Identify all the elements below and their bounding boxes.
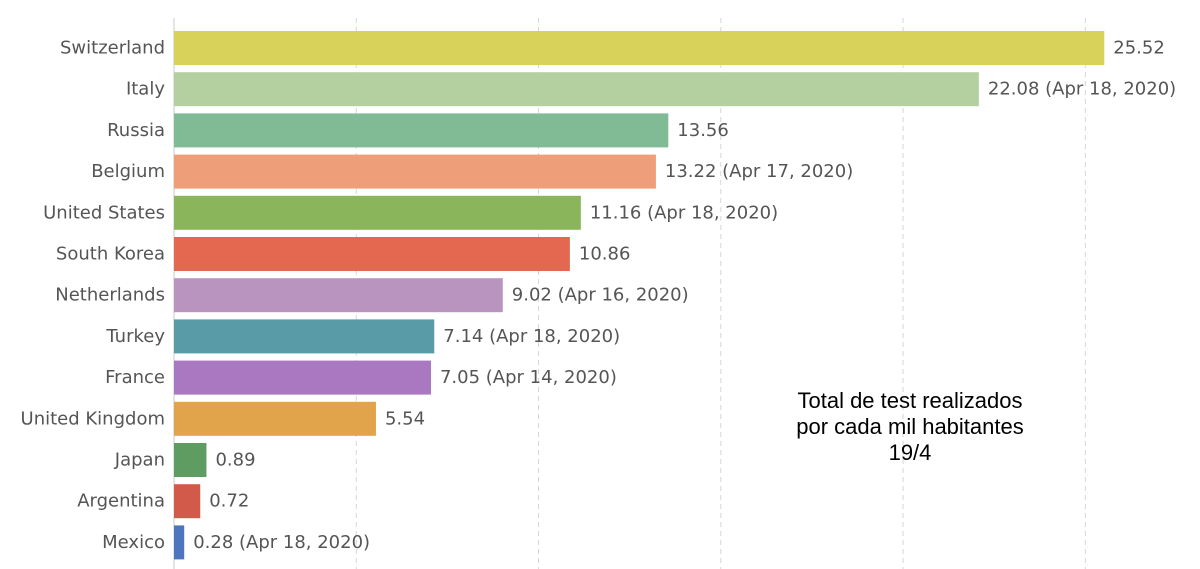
value-label: 0.89 (215, 450, 255, 471)
value-label: 7.05 (Apr 14, 2020) (440, 367, 617, 388)
bar-united-states (174, 195, 581, 230)
bar-argentina (174, 484, 201, 519)
bar-south-korea (174, 237, 570, 271)
category-label: South Korea (56, 244, 165, 265)
value-label: 13.22 (Apr 17, 2020) (665, 161, 853, 182)
bars (174, 31, 1105, 560)
bar-turkey (174, 319, 435, 354)
value-label: 13.56 (677, 120, 729, 141)
bar-russia (174, 113, 669, 148)
category-label: Belgium (91, 161, 165, 182)
labels: Switzerland 25.52 Italy 22.08 (Apr 18, 2020… (21, 38, 1177, 553)
value-label: 25.52 (1113, 38, 1165, 59)
category-label: Argentina (77, 491, 165, 512)
bar-netherlands (174, 278, 503, 313)
category-label: United States (43, 202, 165, 223)
category-label: Turkey (105, 326, 165, 347)
category-label: France (105, 367, 165, 388)
bar-japan (174, 443, 207, 477)
category-label: United Kingdom (21, 408, 165, 429)
chart-annotation: Total de test realizados por cada mil ha… (740, 388, 1080, 466)
category-label: Netherlands (55, 285, 165, 306)
value-label: 5.54 (385, 408, 425, 429)
gridlines (173, 18, 1086, 569)
category-label: Russia (107, 120, 165, 141)
category-label: Mexico (102, 532, 165, 553)
bar-belgium (174, 154, 656, 189)
category-label: Italy (126, 79, 165, 100)
bar-mexico (174, 525, 185, 560)
value-label: 0.72 (209, 491, 249, 512)
value-label: 11.16 (Apr 18, 2020) (590, 202, 778, 223)
annotation-line-3: 19/4 (888, 440, 932, 465)
bar-italy (174, 72, 979, 107)
bar-france (174, 360, 431, 395)
value-label: 9.02 (Apr 16, 2020) (512, 285, 689, 306)
value-label: 22.08 (Apr 18, 2020) (988, 79, 1176, 100)
category-label: Switzerland (60, 38, 165, 59)
annotation-line-1: Total de test realizados (797, 388, 1023, 413)
annotation-line-2: por cada mil habitantes (796, 414, 1024, 439)
bar-united-kingdom (174, 401, 376, 436)
value-label: 7.14 (Apr 18, 2020) (443, 326, 620, 347)
value-label: 10.86 (579, 244, 631, 265)
bar-switzerland (174, 31, 1105, 65)
value-label: 0.28 (Apr 18, 2020) (193, 532, 370, 553)
category-label: Japan (114, 450, 165, 471)
